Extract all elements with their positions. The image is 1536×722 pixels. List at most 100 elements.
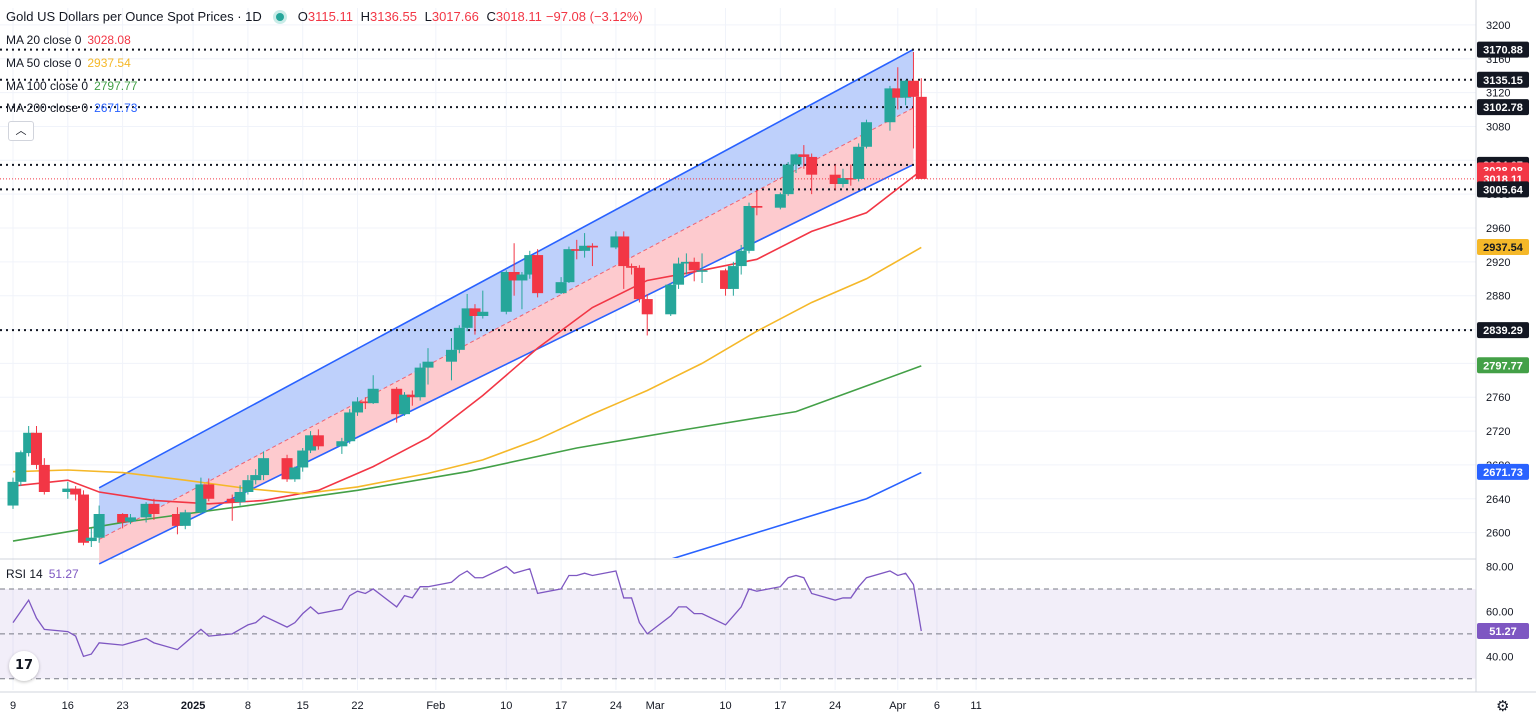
candle-body xyxy=(312,435,324,447)
candle-body xyxy=(297,450,309,468)
candle-body xyxy=(30,432,42,465)
candle-body xyxy=(727,266,739,289)
price-tick-label: 3080 xyxy=(1486,121,1510,133)
candle-body xyxy=(853,146,865,179)
candle-body xyxy=(751,206,763,208)
candle-body xyxy=(555,282,567,294)
candle-body xyxy=(124,517,136,522)
candle-body xyxy=(571,249,583,251)
candle-body xyxy=(633,267,645,300)
candle-body xyxy=(563,249,575,283)
time-tick-label: 23 xyxy=(116,700,128,712)
channel-upper-line xyxy=(98,48,914,489)
price-axis-labels: 3170.883135.153102.783034.673028.083018.… xyxy=(1477,41,1529,640)
price-label-text: 3005.64 xyxy=(1483,184,1524,196)
price-tick-label: 3160 xyxy=(1486,54,1510,66)
ma-label: MA 20 close 0 xyxy=(6,33,82,47)
time-tick-label: 2025 xyxy=(181,700,205,712)
time-tick-label: 15 xyxy=(297,700,309,712)
rsi-label-bg xyxy=(1477,623,1529,640)
candle-body xyxy=(673,263,685,285)
rsi-tick-label: 40.00 xyxy=(1486,651,1514,663)
candle-body xyxy=(38,464,50,492)
price-tick-label: 3120 xyxy=(1486,88,1510,100)
ma-legend-20[interactable]: MA 20 close 0 3028.08 xyxy=(6,33,131,47)
candle-body xyxy=(845,178,857,180)
time-tick-label: 8 xyxy=(245,700,251,712)
open-value: 3115.11 xyxy=(307,9,353,24)
price-label-bg xyxy=(1477,357,1529,374)
ma-value: 3028.08 xyxy=(87,33,131,47)
ma-label: MA 100 close 0 xyxy=(6,79,89,93)
time-tick-label: Apr xyxy=(889,700,906,712)
rsi-tick-label: 60.00 xyxy=(1486,606,1514,618)
ma-legend-50[interactable]: MA 50 close 0 2937.54 xyxy=(6,56,131,70)
candle-body xyxy=(626,266,638,268)
time-tick-label: 9 xyxy=(10,700,16,712)
candle-body xyxy=(782,164,794,195)
tradingview-logo[interactable]: 17 xyxy=(9,651,39,681)
price-tick-label: 2920 xyxy=(1486,257,1510,269)
ma-legend-100[interactable]: MA 100 close 0 2797.77 xyxy=(6,79,137,93)
price-label-bg xyxy=(1477,99,1529,116)
candle-body xyxy=(508,272,520,281)
candle-body xyxy=(305,435,317,451)
ma-value: 2671.73 xyxy=(94,101,138,115)
ohlc-readout: O3115.11 H3136.55 L3017.66 C3018.11 xyxy=(297,9,542,24)
candle-body xyxy=(884,88,896,123)
candle-body xyxy=(399,394,410,415)
candle-body xyxy=(226,498,238,503)
candle-body xyxy=(892,88,904,98)
rsi-line xyxy=(12,565,922,658)
candle-body xyxy=(837,178,849,184)
candle-body xyxy=(453,327,465,350)
time-tick-label: 16 xyxy=(62,700,74,712)
candle-body xyxy=(532,255,544,294)
candle-body xyxy=(720,270,732,289)
candle-body xyxy=(23,432,35,454)
ma-legend-200[interactable]: MA 200 close 0 2671.73 xyxy=(6,101,137,115)
ma-label: MA 50 close 0 xyxy=(6,56,82,70)
candle-body xyxy=(289,467,301,480)
candle-body xyxy=(281,458,293,480)
candle-body xyxy=(516,274,528,281)
candle-body xyxy=(391,388,403,415)
chart-header: Gold US Dollars per Ounce Spot Prices · … xyxy=(6,9,643,24)
candle-body xyxy=(907,80,919,97)
time-tick-label: 10 xyxy=(500,700,512,712)
rsi-label: RSI 14 xyxy=(6,567,43,581)
candle-body xyxy=(242,480,254,492)
candle-body xyxy=(829,174,841,184)
rsi-value: 51.27 xyxy=(48,567,79,581)
time-tick-label: 17 xyxy=(555,700,567,712)
market-status-dot xyxy=(275,12,284,21)
price-tick-label: 2760 xyxy=(1486,392,1510,404)
gear-icon[interactable]: ⚙ xyxy=(1496,698,1510,715)
candle-body xyxy=(250,475,262,481)
price-tick-label: 2960 xyxy=(1486,223,1510,235)
candle-body xyxy=(203,484,215,499)
candle-body xyxy=(179,512,191,526)
price-label-text: 2839.29 xyxy=(1483,325,1523,337)
candle-body xyxy=(148,503,160,514)
candle-body xyxy=(359,401,371,404)
price-label-text: 3170.88 xyxy=(1483,45,1523,57)
collapse-legend-button[interactable]: ︿ xyxy=(8,121,34,141)
rsi-legend[interactable]: RSI 14 51.27 xyxy=(6,567,79,581)
candle-body xyxy=(688,261,700,271)
price-label-text: 2797.77 xyxy=(1483,360,1523,372)
price-label-bg xyxy=(1477,181,1529,198)
candle-body xyxy=(85,537,97,542)
price-tick-label: 2640 xyxy=(1486,494,1510,506)
ma-line xyxy=(12,246,922,495)
chevron-up-icon: ︿ xyxy=(15,125,27,137)
candle-body xyxy=(77,494,89,543)
time-tick-label: 11 xyxy=(970,700,981,712)
time-tick-label: 17 xyxy=(774,700,786,712)
symbol-title[interactable]: Gold US Dollars per Ounce Spot Prices · … xyxy=(6,9,262,24)
candle-body xyxy=(422,361,434,368)
candle-body xyxy=(500,272,512,312)
candle-body xyxy=(93,514,105,538)
price-tick-label: 3200 xyxy=(1486,20,1510,32)
candle-body xyxy=(336,441,348,447)
